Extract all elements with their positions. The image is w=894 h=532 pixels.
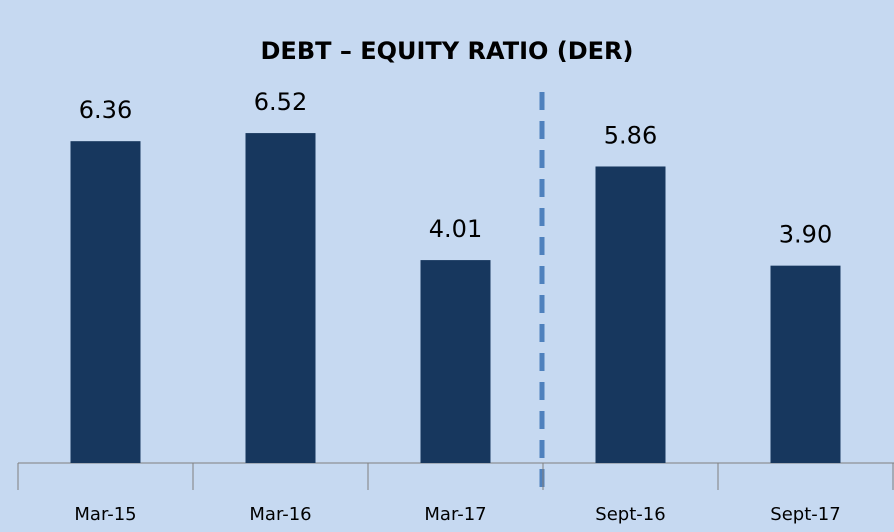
data-label: 6.36 bbox=[79, 96, 132, 124]
bar bbox=[70, 141, 141, 463]
x-tick-label: Mar-17 bbox=[424, 504, 486, 525]
x-tick-label: Mar-15 bbox=[74, 504, 136, 525]
bar bbox=[770, 265, 841, 463]
data-label: 6.52 bbox=[254, 88, 307, 116]
chart-title: DEBT – EQUITY RATIO (DER) bbox=[261, 37, 634, 65]
data-label: 5.86 bbox=[604, 121, 657, 149]
x-tick-label: Mar-16 bbox=[249, 504, 311, 525]
x-tick-label: Sept-17 bbox=[770, 504, 840, 525]
bar bbox=[420, 260, 491, 463]
bar bbox=[245, 133, 316, 463]
bar bbox=[595, 166, 666, 463]
x-tick-label: Sept-16 bbox=[595, 504, 665, 525]
data-label: 4.01 bbox=[429, 215, 482, 243]
data-label: 3.90 bbox=[779, 221, 832, 249]
